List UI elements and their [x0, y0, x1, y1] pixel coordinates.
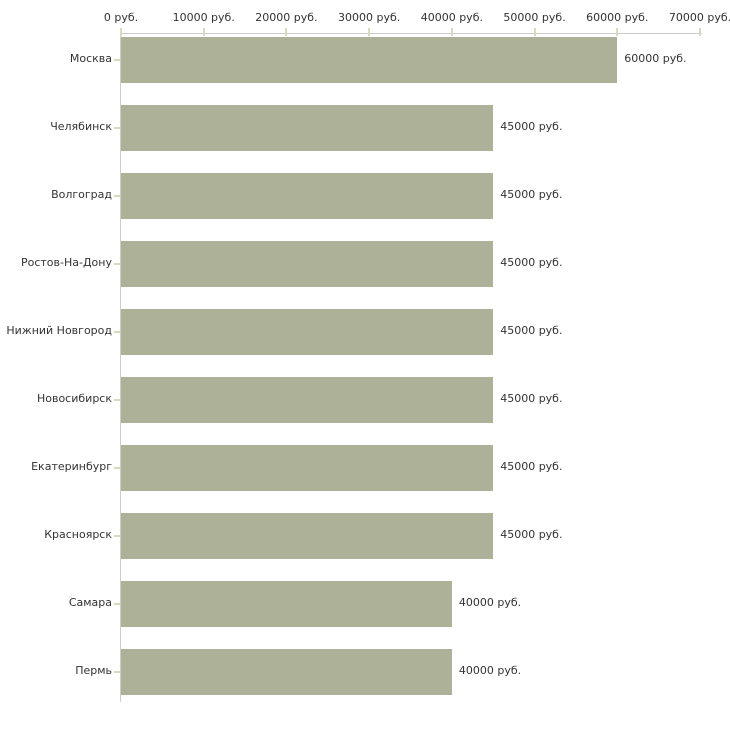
bar-новосибирск — [121, 377, 494, 423]
x-axis-tick-label: 30000 руб. — [338, 11, 401, 24]
category-tick-mark — [114, 535, 120, 537]
value-label: 45000 руб. — [500, 460, 563, 473]
x-axis-tick-label: 0 руб. — [103, 11, 139, 24]
category-label: Красноярск — [44, 528, 112, 541]
x-axis-tick-label: 10000 руб. — [172, 11, 235, 24]
category-tick-mark — [114, 467, 120, 469]
category-tick-mark — [114, 603, 120, 605]
x-axis-tick-mark — [533, 28, 536, 36]
category-label: Екатеринбург — [31, 460, 112, 473]
bar-нижний новгород — [121, 309, 494, 355]
bar-ростов-на-дону — [121, 241, 494, 287]
category-label: Москва — [69, 52, 112, 65]
category-tick-mark — [114, 263, 120, 265]
category-tick-mark — [114, 59, 120, 61]
bar-волгоград — [121, 173, 494, 219]
bar-самара — [121, 581, 452, 627]
x-axis-tick-mark — [450, 28, 453, 36]
value-label: 45000 руб. — [500, 528, 563, 541]
x-axis-tick-label: 70000 руб. — [668, 11, 730, 24]
value-label: 45000 руб. — [500, 188, 563, 201]
category-tick-mark — [114, 127, 120, 129]
category-label: Нижний Новгород — [6, 324, 112, 337]
category-label: Самара — [68, 596, 112, 609]
x-axis-tick-label: 50000 руб. — [503, 11, 566, 24]
bar-челябинск — [121, 105, 494, 151]
value-label: 45000 руб. — [500, 256, 563, 269]
x-axis-tick-label: 40000 руб. — [420, 11, 483, 24]
value-label: 40000 руб. — [458, 596, 522, 609]
category-tick-mark — [114, 671, 120, 673]
category-tick-mark — [114, 399, 120, 401]
x-axis-tick-mark — [368, 28, 371, 36]
value-label: 60000 руб. — [624, 52, 687, 65]
x-axis-tick-mark — [285, 28, 288, 36]
category-label: Ростов-На-Дону — [20, 256, 112, 269]
x-axis-tick-mark — [699, 28, 701, 36]
category-tick-mark — [114, 195, 120, 197]
category-tick-mark — [114, 331, 120, 333]
x-axis-tick-label: 60000 руб. — [586, 11, 649, 24]
value-label: 40000 руб. — [458, 664, 522, 677]
category-label: Новосибирск — [36, 392, 112, 405]
bar-красноярск — [121, 513, 494, 559]
category-label: Пермь — [75, 664, 112, 677]
bar-москва — [121, 37, 618, 83]
bar-екатеринбург — [121, 445, 494, 491]
x-axis-line — [120, 33, 702, 34]
x-axis-tick-mark — [202, 28, 205, 36]
category-label: Челябинск — [50, 120, 112, 133]
value-label: 45000 руб. — [500, 392, 563, 405]
x-axis-tick-label: 20000 руб. — [255, 11, 318, 24]
value-label: 45000 руб. — [500, 120, 563, 133]
x-axis-tick-mark — [616, 28, 619, 36]
x-axis-tick-mark — [120, 28, 122, 36]
y-axis-line — [120, 33, 121, 702]
bar-пермь — [121, 649, 452, 695]
value-label: 45000 руб. — [500, 324, 563, 337]
category-label: Волгоград — [51, 188, 112, 201]
